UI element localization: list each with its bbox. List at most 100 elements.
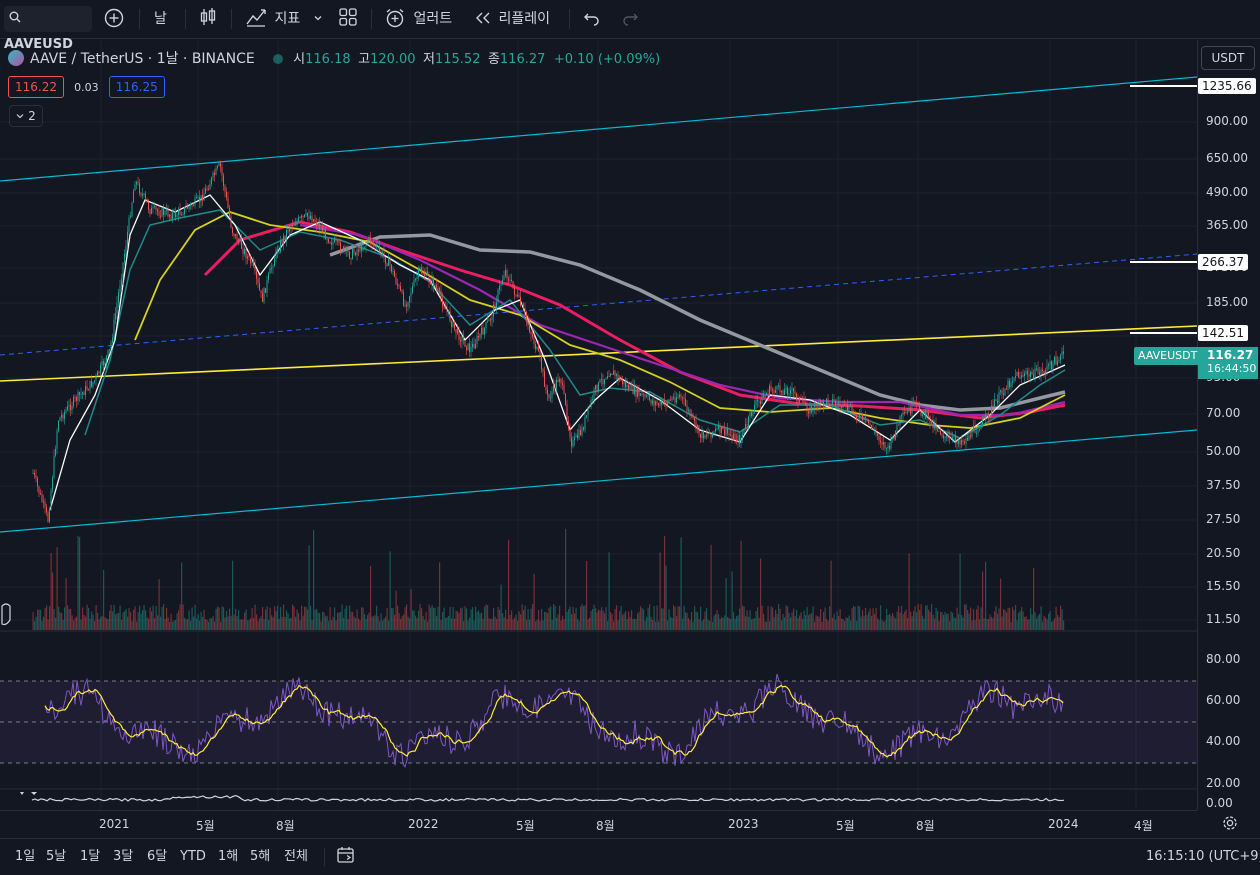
volume-bar [962, 617, 964, 630]
range-button[interactable]: 전체 [284, 849, 308, 864]
compare-symbol-button[interactable] [103, 0, 125, 38]
volume-bar [680, 537, 682, 630]
candle-body [347, 247, 349, 253]
candle-body [655, 401, 656, 406]
bottom-toolbar: 1일 5날 1달 3달 6달 YTD 1해 5해 전체 16:15:10 (UTC+9) [0, 838, 1260, 873]
volume-bar [752, 618, 754, 630]
volume-bar [188, 610, 190, 630]
candle-body [866, 418, 868, 420]
volume-bar [784, 617, 786, 630]
currency-button[interactable]: USDT [1201, 46, 1255, 70]
range-button[interactable]: 1달 [80, 849, 101, 864]
range-button[interactable]: 5해 [250, 849, 271, 864]
legend-title[interactable]: AAVE / TetherUS · 1날 · BINANCE [30, 51, 255, 67]
price-label[interactable]: 142.51 [1198, 325, 1248, 341]
volume-bar [164, 619, 166, 630]
candle-body [382, 252, 383, 255]
range-button[interactable]: 3달 [113, 849, 134, 864]
volume-bar [434, 607, 436, 630]
time-tick: 2021 [99, 817, 130, 831]
candle-body [551, 391, 553, 398]
candle-body [211, 177, 212, 185]
chart-settings-button[interactable] [1222, 815, 1238, 835]
price-label[interactable]: 266.37 [1198, 254, 1248, 270]
volume-bar [572, 607, 574, 630]
indicators-button[interactable]: 지표 [245, 0, 300, 38]
chart-canvas[interactable] [0, 40, 1197, 810]
candle-body [574, 437, 575, 441]
volume-bar [605, 607, 607, 630]
volume-bar [574, 613, 576, 630]
volume-bar [659, 552, 661, 630]
volume-bar [227, 616, 229, 630]
candle-body [548, 394, 550, 398]
alert-button[interactable]: 얼러트 [384, 0, 452, 38]
volume-bar [712, 621, 714, 630]
candle-body [893, 436, 895, 440]
candle-body [157, 209, 158, 212]
candle-body [469, 343, 470, 353]
undo-button[interactable] [583, 0, 601, 38]
volume-bar [1021, 606, 1023, 630]
volume-bar [488, 618, 490, 630]
candle-body [662, 399, 664, 405]
candle-body [262, 292, 263, 302]
bid-button[interactable]: 116.22 [8, 76, 64, 98]
candle-body [605, 378, 607, 380]
volume-bar [709, 620, 711, 630]
channel-lower-line[interactable] [0, 429, 1197, 533]
range-button[interactable]: 1해 [218, 849, 239, 864]
candle-body [886, 448, 887, 450]
symbol-search-button[interactable]: AAVEUSD [4, 6, 92, 52]
alarm-clock-icon [386, 8, 404, 28]
volume-bar [533, 573, 535, 630]
interval-button[interactable]: 날 [154, 11, 167, 27]
candle-body [512, 280, 514, 288]
candle-body [608, 376, 610, 378]
price-label[interactable]: 1235.66 [1198, 78, 1256, 94]
candle-body [446, 308, 448, 312]
time-axis[interactable]: 2021 5월 8월 2022 5월 8월 2023 5월 8월 2024 4월 [0, 810, 1197, 837]
candle-body [322, 227, 323, 233]
price-axis[interactable]: 900.00650.00490.00365.00275.00185.00135.… [1134, 40, 1260, 810]
volume-bar [625, 611, 627, 630]
volume-bar [1058, 617, 1060, 630]
volume-bar [812, 606, 814, 630]
candle-body [292, 225, 293, 227]
volume-bar [491, 618, 493, 630]
candle-body [626, 384, 628, 388]
volume-bar [847, 617, 849, 630]
legend-collapse-button[interactable]: 2 [9, 105, 43, 127]
candle-body [757, 400, 758, 402]
redo-button[interactable] [621, 0, 639, 38]
high-value: 120.00 [370, 52, 416, 67]
volume-bar [68, 609, 70, 630]
layout-button[interactable] [338, 0, 358, 38]
volume-bar [710, 544, 712, 630]
date-range-button[interactable] [336, 839, 356, 873]
candle-body [1027, 371, 1028, 375]
chart-type-button[interactable] [199, 0, 217, 38]
replay-button[interactable]: 리플레이 [474, 0, 550, 38]
candle-body [811, 406, 812, 412]
volume-bar [337, 612, 339, 630]
channel-mid-line[interactable] [0, 253, 1197, 356]
candle-body [680, 394, 682, 398]
volume-bar [77, 535, 79, 630]
candle-body [193, 205, 194, 207]
indicator-templates-dropdown[interactable] [313, 0, 323, 38]
channel-upper-line[interactable] [0, 76, 1197, 182]
top-toolbar: AAVEUSD 날 지표 얼러트 리플레이 [0, 0, 1260, 52]
timezone-clock[interactable]: 16:15:10 (UTC+9) [1146, 849, 1260, 864]
range-button[interactable]: 6달 [147, 849, 168, 864]
candle-body [458, 328, 460, 341]
range-button[interactable]: 5날 [46, 849, 67, 864]
volume-bar [646, 616, 648, 630]
candle-body [194, 198, 196, 206]
volume-bar [89, 618, 91, 630]
range-button[interactable]: YTD [180, 849, 206, 864]
range-button[interactable]: 1일 [15, 849, 36, 864]
candle-body [293, 224, 295, 227]
volume-bar [473, 620, 475, 630]
ask-button[interactable]: 116.25 [108, 76, 165, 98]
